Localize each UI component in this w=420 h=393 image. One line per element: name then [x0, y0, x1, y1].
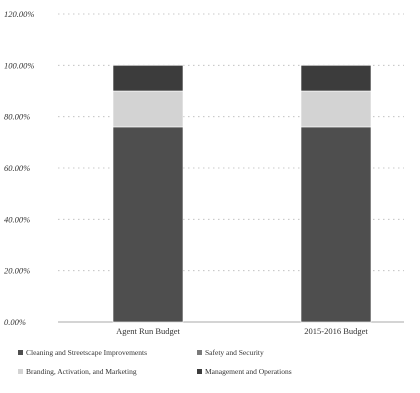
y-tick-label: 80.00% [4, 112, 30, 122]
bar-segment [112, 90, 184, 128]
bar-segment [300, 126, 372, 323]
legend-swatch [197, 369, 202, 374]
legend-swatch [18, 350, 23, 355]
bars-layer [112, 65, 372, 323]
legend-label: Branding, Activation, and Marketing [26, 367, 137, 376]
bar-segment [300, 90, 372, 128]
legend-label: Cleaning and Streetscape Improvements [26, 348, 147, 357]
legend-label: Safety and Security [205, 348, 264, 357]
y-tick-label: 0.00% [4, 317, 26, 327]
y-tick-label: 20.00% [4, 266, 30, 276]
y-tick-label: 120.00% [4, 9, 34, 19]
y-tick-label: 40.00% [4, 214, 30, 224]
legend-swatch [197, 350, 202, 355]
legend: Cleaning and Streetscape Improvements Saf… [18, 348, 292, 376]
y-tick-label: 60.00% [4, 163, 30, 173]
legend-label: Management and Operations [205, 367, 292, 376]
bar-segment [112, 126, 184, 323]
x-tick-label: 2015-2016 Budget [304, 326, 368, 336]
y-axis: 0.00% 20.00% 40.00% 60.00% 80.00% 100.00% 120.… [4, 9, 34, 327]
y-tick-label: 100.00% [4, 60, 34, 70]
bar-segment [300, 65, 372, 92]
x-axis: Agent Run Budget 2015-2016 Budget [116, 326, 368, 336]
x-tick-label: Agent Run Budget [116, 326, 180, 336]
bar-segment [112, 65, 184, 92]
legend-swatch [18, 369, 23, 374]
